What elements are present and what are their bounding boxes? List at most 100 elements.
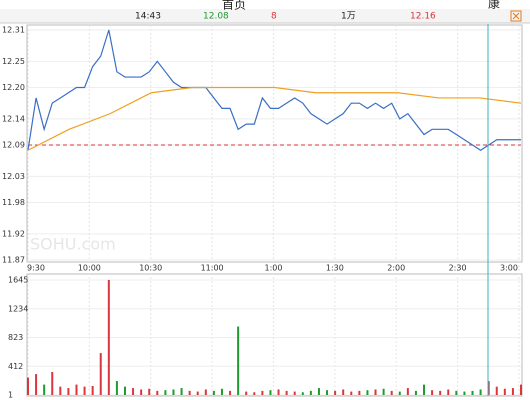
x-tick-label: 10:30 (139, 264, 162, 273)
x-tick-label: 3:00 (500, 264, 518, 273)
header-change: 8 (271, 12, 277, 22)
y-tick-label: 823 (8, 333, 23, 342)
x-tick-label: 10:00 (78, 264, 101, 273)
volume-bar (520, 384, 522, 395)
volume-bar (172, 389, 175, 395)
y-tick-label: 11.87 (2, 256, 25, 265)
volume-bar (261, 390, 264, 395)
volume-bar (495, 386, 498, 395)
volume-bar (503, 388, 506, 395)
y-tick-label: 1234 (8, 304, 28, 313)
volume-bar (67, 388, 70, 395)
corner-text: 康 (488, 0, 500, 11)
volume-bar (342, 389, 345, 395)
volume-bar (326, 390, 329, 395)
volume-bar (269, 390, 272, 395)
volume-bar (115, 381, 118, 395)
volume-bar (245, 391, 248, 395)
volume-bar (398, 391, 401, 395)
y-tick-label: 412 (8, 362, 23, 371)
plot-layer: 11.87 11.92 11.98 12.03 12.09 12.14 12.20 12.25… (2, 25, 522, 400)
volume-bar (479, 389, 482, 395)
volume-bar (229, 390, 232, 395)
x-tick-label: 2:00 (387, 264, 405, 273)
y-tick-label: 1645 (8, 276, 28, 285)
volume-bar (148, 388, 151, 395)
close-icon[interactable] (510, 10, 522, 22)
volume-bar (99, 353, 102, 395)
x-tick-label: 1:30 (326, 264, 344, 273)
volume-bar (35, 374, 38, 395)
volume-bar (317, 388, 320, 395)
y-tick-label: 12.14 (2, 114, 25, 123)
volume-bar (471, 390, 474, 395)
volume-bar (511, 388, 514, 395)
x-tick-label: 9:30 (27, 264, 45, 273)
x-tick-label: 1:00 (264, 264, 282, 273)
volume-bar (414, 390, 417, 395)
header-average: 12.16 (410, 12, 436, 22)
volume-bar (277, 389, 280, 395)
y-tick-label: 12.03 (2, 172, 25, 181)
volume-bar (132, 388, 135, 395)
volume-bar (43, 384, 46, 395)
y-tick-label: 12.20 (2, 83, 25, 92)
close-icon-x (512, 12, 520, 20)
volume-bar (164, 390, 167, 395)
series-line (27, 29, 521, 151)
top-link[interactable]: 首页 (222, 0, 246, 12)
volume-bar (447, 389, 450, 395)
volume-bar (293, 391, 296, 395)
series-line (27, 86, 522, 151)
header-time: 14:43 (135, 12, 161, 22)
volume-bar (83, 386, 86, 395)
volume-bar (285, 390, 288, 395)
header-volume: 1万 (341, 12, 356, 22)
y-tick-label: 11.92 (2, 229, 25, 238)
volume-bar (431, 390, 434, 395)
header-price: 12.08 (203, 12, 229, 22)
volume-bar (358, 390, 361, 395)
y-tick-label: 12.09 (2, 141, 25, 150)
volume-frame (26, 273, 523, 397)
volume-bar (204, 389, 207, 395)
volume-bar (301, 392, 304, 395)
x-tick-label: 2:30 (449, 264, 467, 273)
price-frame (26, 24, 523, 263)
volume-bar (59, 386, 62, 395)
volume-bar (366, 390, 369, 395)
watermark: SOHU.com (30, 235, 116, 254)
volume-bar (463, 391, 466, 395)
volume-bar (140, 389, 143, 395)
volume-bar (123, 386, 126, 395)
volume-bar (237, 326, 240, 395)
volume-bar (253, 392, 256, 395)
volume-bar (334, 390, 337, 395)
y-tick-label: 1 (8, 391, 13, 400)
volume-bar (374, 389, 377, 395)
header-bar (0, 9, 530, 23)
x-tick-label: 11:00 (201, 264, 224, 273)
volume-bar (212, 390, 215, 395)
y-tick-label: 12.31 (2, 26, 25, 35)
volume-bar (188, 390, 191, 395)
volume-bar (91, 385, 94, 395)
volume-bar (406, 388, 409, 395)
volume-bar (390, 390, 393, 395)
volume-bar (439, 390, 442, 395)
volume-bar (423, 384, 426, 395)
volume-bar (27, 377, 29, 395)
volume-bar (309, 390, 312, 395)
volume-bar (75, 384, 78, 395)
volume-bar (220, 388, 223, 395)
volume-bar (180, 388, 183, 395)
volume-bar (51, 371, 54, 395)
y-tick-label: 12.25 (2, 57, 25, 66)
volume-bar (196, 391, 199, 395)
y-tick-label: 11.98 (2, 198, 25, 207)
volume-bar (487, 381, 490, 395)
volume-bar (350, 391, 353, 395)
volume-bar (156, 390, 159, 395)
